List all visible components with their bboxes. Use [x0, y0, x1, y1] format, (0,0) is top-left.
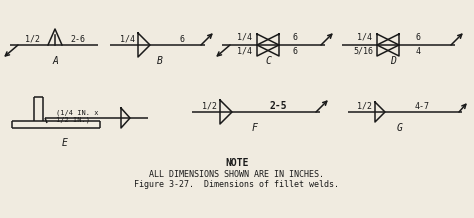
Text: 2-6: 2-6: [71, 34, 85, 44]
Text: 1/4: 1/4: [237, 46, 253, 56]
Text: G: G: [397, 123, 403, 133]
Text: 4-7: 4-7: [414, 102, 429, 111]
Text: 6: 6: [416, 32, 420, 41]
Text: 2-5: 2-5: [269, 101, 287, 111]
Text: 1/4: 1/4: [237, 32, 253, 41]
Text: D: D: [390, 56, 396, 66]
Text: 1/4: 1/4: [120, 34, 136, 44]
Text: 4: 4: [416, 46, 420, 56]
Text: 6: 6: [292, 46, 298, 56]
Text: A: A: [52, 56, 58, 66]
Text: NOTE: NOTE: [225, 158, 249, 168]
Text: F: F: [252, 123, 258, 133]
Text: 1/2 IN.): 1/2 IN.): [56, 117, 90, 123]
Text: C: C: [265, 56, 271, 66]
Text: 6: 6: [292, 32, 298, 41]
Text: (1/4 IN. x: (1/4 IN. x: [56, 110, 99, 116]
Text: ALL DIMENSIONS SHOWN ARE IN INCHES.: ALL DIMENSIONS SHOWN ARE IN INCHES.: [149, 170, 325, 179]
Text: 1/4: 1/4: [357, 32, 373, 41]
Text: 6: 6: [180, 34, 184, 44]
Text: 1/2: 1/2: [202, 102, 218, 111]
Text: E: E: [62, 138, 68, 148]
Text: Figure 3-27.  Dimensions of fillet welds.: Figure 3-27. Dimensions of fillet welds.: [135, 179, 339, 189]
Text: B: B: [157, 56, 163, 66]
Text: 5/16: 5/16: [353, 46, 373, 56]
Text: 1/2: 1/2: [357, 102, 373, 111]
Text: 1/2: 1/2: [26, 34, 40, 44]
